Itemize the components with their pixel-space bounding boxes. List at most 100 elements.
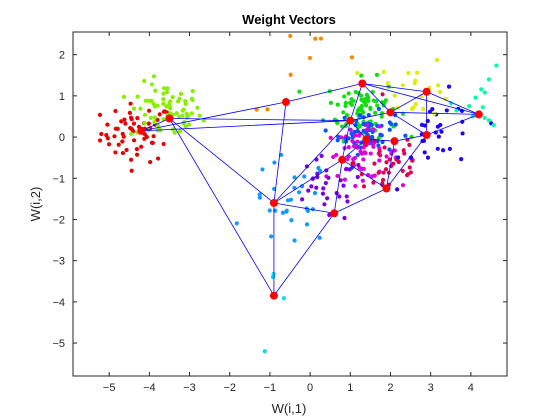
scatter-point [371, 180, 376, 185]
scatter-point [129, 168, 134, 173]
scatter-point [427, 109, 433, 114]
scatter-point [355, 145, 360, 150]
scatter-point [454, 108, 459, 113]
scatter-point [152, 119, 157, 125]
scatter-point [131, 121, 137, 126]
scatter-point [335, 120, 340, 125]
scatter-point [313, 36, 318, 41]
scatter-point [467, 104, 472, 109]
scatter-point [234, 221, 239, 226]
scatter-point [317, 235, 322, 240]
scatter-point [436, 83, 441, 88]
scatter-point [350, 138, 355, 144]
scatter-point [392, 93, 397, 98]
scatter-point [349, 55, 355, 60]
network-edges [141, 83, 480, 296]
scatter-point [267, 208, 272, 213]
scatter-point [366, 112, 371, 118]
network-edge [141, 118, 170, 132]
scatter-point [369, 174, 374, 179]
scatter-point [201, 118, 206, 123]
network-edge [362, 83, 427, 93]
scatter-point [161, 91, 166, 96]
scatter-point [128, 125, 133, 131]
scatter-point [361, 157, 366, 162]
weight-node [330, 209, 339, 218]
scatter-point [127, 110, 133, 115]
scatter-point [343, 167, 349, 172]
scatter-point [356, 162, 361, 168]
chart-title: Weight Vectors [242, 12, 336, 27]
scatter-point [339, 135, 344, 140]
scatter-point [363, 142, 368, 147]
scatter-point [146, 98, 151, 103]
scatter-point [363, 103, 369, 108]
scatter-point [178, 91, 184, 97]
scatter-point [149, 98, 154, 103]
scatter-point [349, 131, 354, 136]
scatter-point [377, 158, 382, 163]
scatter-point [346, 144, 351, 150]
y-tick-label: −5 [52, 338, 65, 350]
scatter-point [292, 238, 297, 243]
scatter-point [371, 98, 376, 103]
network-edge [390, 91, 427, 113]
scatter-point [323, 180, 328, 186]
weight-node [382, 184, 391, 193]
scatter-point [262, 349, 267, 354]
scatter-point [407, 165, 412, 170]
scatter-point [413, 102, 418, 107]
scatter-point [379, 114, 384, 119]
network-edge [349, 83, 363, 121]
scatter-point [342, 94, 347, 99]
scatter-point [438, 122, 443, 128]
scatter-point [257, 192, 262, 197]
scatter-point [180, 113, 185, 118]
scatter-point [281, 296, 286, 301]
scatter-point [440, 148, 446, 153]
scatter-point [361, 166, 366, 171]
scatter-point [401, 148, 406, 153]
weight-node [269, 198, 278, 207]
scatter-point [116, 142, 121, 147]
weight-node [362, 135, 371, 144]
scatter-point [381, 170, 386, 175]
scatter-point [122, 117, 127, 122]
scatter-point [338, 178, 343, 183]
scatter-point [99, 131, 104, 137]
scatter-point [369, 122, 374, 127]
scatter-point [342, 115, 347, 120]
scatter-point [97, 138, 103, 143]
network-edge [273, 120, 351, 204]
scatter-point [355, 152, 360, 158]
scatter-point [447, 146, 452, 151]
network-edge [141, 120, 351, 132]
scatter-point [162, 109, 167, 114]
scatter-point [400, 168, 405, 173]
network-edge [273, 159, 343, 204]
network-edge [390, 111, 427, 136]
scatter-point [152, 104, 157, 109]
scatter-point [312, 191, 318, 196]
scatter-point [365, 94, 370, 99]
scatter-point [380, 139, 385, 145]
scatter-point [170, 95, 175, 100]
network-edge [362, 83, 391, 113]
y-tick-label: 0 [59, 132, 65, 144]
weight-node [390, 137, 399, 146]
network-edge [349, 120, 367, 140]
scatter-point [128, 101, 133, 106]
scatter-point [389, 122, 394, 127]
scatter-point [265, 107, 270, 112]
weight-node [474, 110, 483, 119]
scatter-point [342, 177, 348, 182]
scatter-point [361, 121, 366, 127]
scatter-point [124, 147, 129, 153]
scatter-point [486, 118, 492, 123]
network-edge [366, 138, 395, 142]
scatter-point [360, 178, 365, 183]
scatter-point [197, 113, 202, 118]
scatter-point [392, 148, 397, 153]
x-tick-label: −5 [103, 382, 116, 394]
